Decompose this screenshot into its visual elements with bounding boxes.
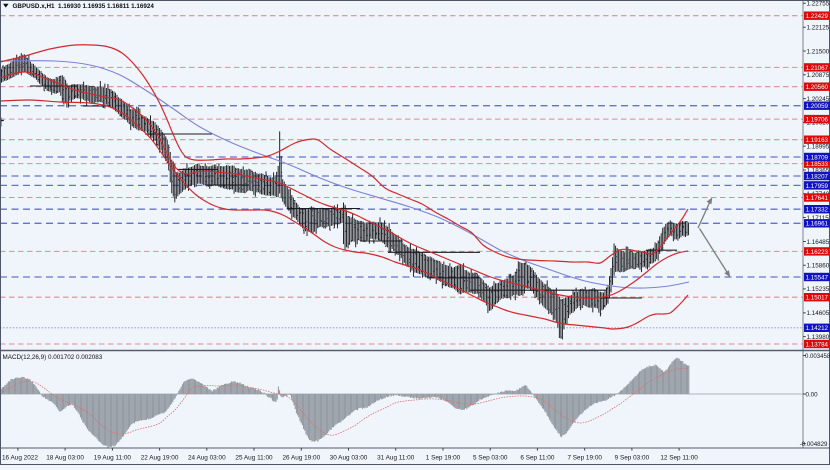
svg-text:1.18365: 1.18365 (807, 167, 830, 174)
svg-text:1.22429: 1.22429 (806, 13, 829, 20)
svg-text:6 Sep 11:00: 6 Sep 11:00 (520, 455, 554, 462)
svg-text:1.20560: 1.20560 (806, 84, 829, 91)
svg-text:1.17641: 1.17641 (806, 195, 829, 202)
svg-text:1.20875: 1.20875 (807, 72, 830, 79)
svg-text:0.00: 0.00 (806, 391, 819, 398)
svg-text:25 Aug 11:00: 25 Aug 11:00 (235, 455, 273, 462)
svg-text:22 Aug 19:00: 22 Aug 19:00 (141, 455, 179, 462)
svg-text:1.13980: 1.13980 (807, 334, 830, 341)
svg-text:1.16485: 1.16485 (807, 239, 830, 246)
svg-text:1.22755: 1.22755 (807, 1, 830, 8)
svg-text:1.15235: 1.15235 (807, 286, 830, 293)
svg-text:1 Sep 19:00: 1 Sep 19:00 (426, 455, 461, 462)
svg-text:1.19163: 1.19163 (806, 137, 829, 144)
svg-text:7 Sep 19:00: 7 Sep 19:00 (567, 455, 602, 462)
svg-text:1.18533: 1.18533 (806, 161, 829, 168)
svg-text:30 Aug 03:00: 30 Aug 03:00 (330, 455, 368, 462)
svg-text:GBPUSD.x,H1 1.16930 1.16935 1: GBPUSD.x,H1 1.16930 1.16935 1.16811 1.16… (13, 3, 155, 10)
svg-text:1.16961: 1.16961 (806, 221, 829, 228)
svg-text:1.21067: 1.21067 (806, 65, 829, 72)
svg-text:1.21500: 1.21500 (807, 48, 830, 55)
svg-text:1.15860: 1.15860 (807, 263, 830, 270)
svg-text:-0.004829: -0.004829 (800, 441, 828, 448)
svg-text:1.20059: 1.20059 (806, 103, 829, 110)
svg-text:1.13784: 1.13784 (806, 341, 829, 348)
svg-text:0.003458: 0.003458 (805, 354, 830, 360)
svg-text:1.20245: 1.20245 (807, 96, 830, 103)
svg-text:26 Aug 19:00: 26 Aug 19:00 (282, 455, 320, 462)
svg-text:24 Aug 03:00: 24 Aug 03:00 (188, 455, 226, 462)
svg-text:1.14212: 1.14212 (806, 325, 829, 332)
svg-text:1.15017: 1.15017 (806, 295, 829, 302)
svg-text:19 Aug 11:00: 19 Aug 11:00 (94, 455, 132, 462)
svg-text:1.19706: 1.19706 (806, 117, 829, 124)
svg-text:16 Aug 2022: 16 Aug 2022 (2, 455, 38, 462)
svg-text:5 Sep 03:00: 5 Sep 03:00 (473, 455, 508, 462)
svg-text:18 Aug 03:00: 18 Aug 03:00 (46, 455, 84, 462)
svg-text:1.17959: 1.17959 (806, 183, 829, 190)
svg-text:1.15547: 1.15547 (806, 274, 829, 281)
svg-text:1.18995: 1.18995 (807, 143, 830, 150)
svg-text:12 Sep 11:00: 12 Sep 11:00 (660, 455, 698, 462)
svg-text:31 Aug 11:00: 31 Aug 11:00 (377, 455, 415, 462)
svg-text:1.22125: 1.22125 (807, 25, 830, 32)
svg-text:1.18207: 1.18207 (806, 173, 829, 180)
svg-text:1.17115: 1.17115 (807, 215, 830, 222)
svg-text:MACD(12,26,9) 0.001702 0.00208: MACD(12,26,9) 0.001702 0.002083 (3, 354, 103, 361)
svg-text:1.16223: 1.16223 (806, 249, 829, 256)
svg-text:9 Sep 03:00: 9 Sep 03:00 (615, 455, 650, 462)
svg-text:1.14605: 1.14605 (807, 310, 830, 317)
svg-text:1.17332: 1.17332 (806, 207, 829, 214)
svg-text:1.18709: 1.18709 (806, 154, 829, 161)
